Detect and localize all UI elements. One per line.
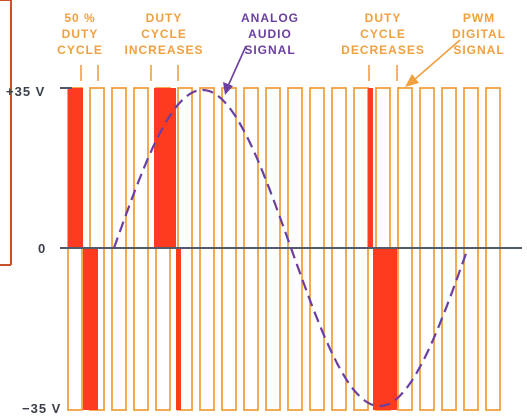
label-line: DUTY bbox=[365, 11, 402, 25]
pulse-negative bbox=[221, 247, 237, 411]
pulse-positive bbox=[309, 87, 325, 249]
pulse-negative bbox=[463, 247, 479, 411]
label-line: DECREASES bbox=[341, 43, 425, 57]
pulse-negative bbox=[441, 247, 457, 411]
label-line: INCREASES bbox=[124, 43, 203, 57]
pwm-pointer-arrowhead bbox=[405, 74, 419, 87]
pulse-negative bbox=[155, 247, 171, 411]
pulse-negative bbox=[67, 247, 83, 411]
pulse-positive bbox=[287, 87, 303, 249]
pulse-highlight bbox=[68, 88, 83, 248]
label-line: SIGNAL bbox=[453, 43, 504, 57]
pulse-positive bbox=[419, 87, 435, 249]
pulse-positive bbox=[441, 87, 457, 249]
pulse-negative bbox=[265, 247, 281, 411]
label-line: 50 % bbox=[64, 11, 95, 25]
pulse-negative bbox=[485, 247, 501, 411]
pulse-negative bbox=[353, 247, 369, 411]
pulse-positive bbox=[331, 87, 347, 249]
analog-pointer-line bbox=[227, 45, 247, 87]
pulse-negative bbox=[397, 247, 413, 411]
label-duty-decreases: DUTY CYCLE DECREASES bbox=[341, 11, 425, 57]
label-line: AUDIO bbox=[248, 27, 292, 41]
label-pwm-digital-signal: PWM DIGITAL SIGNAL bbox=[452, 11, 506, 57]
pulse-positive bbox=[485, 87, 501, 249]
pulse-positive bbox=[133, 87, 149, 249]
pulse-positive bbox=[265, 87, 281, 249]
analog-pointer-arrowhead bbox=[223, 82, 233, 95]
label-bracket-ticks bbox=[80, 65, 398, 81]
pulse-positive bbox=[243, 87, 259, 249]
label-duty-increases: DUTY CYCLE INCREASES bbox=[124, 11, 203, 57]
pulse-positive bbox=[111, 87, 127, 249]
label-line: CYCLE bbox=[141, 27, 187, 41]
label-line: SIGNAL bbox=[244, 43, 295, 57]
pulse-positive bbox=[463, 87, 479, 249]
axis-label-zero: 0 bbox=[38, 241, 46, 256]
pulse-positive bbox=[177, 87, 193, 249]
analog-audio-signal bbox=[112, 88, 470, 408]
label-line: ANALOG bbox=[241, 11, 299, 25]
label-line: CYCLE bbox=[57, 43, 103, 57]
pulse-negative bbox=[419, 247, 435, 411]
pulse-positive bbox=[89, 87, 105, 249]
pulse-positive bbox=[199, 87, 215, 249]
label-line: DUTY bbox=[146, 11, 183, 25]
label-line: CYCLE bbox=[360, 27, 406, 41]
label-analog-audio-signal: ANALOG AUDIO SIGNAL bbox=[241, 11, 299, 57]
pwm-pointer-line bbox=[413, 39, 461, 81]
pulse-negative bbox=[331, 247, 347, 411]
label-line: PWM bbox=[463, 11, 495, 25]
pulse-highlight bbox=[368, 88, 373, 248]
label-line: DIGITAL bbox=[452, 27, 506, 41]
axis-label-plus35: +35 V bbox=[6, 84, 45, 99]
pulse-negative bbox=[199, 247, 215, 411]
pulse-positive bbox=[353, 87, 369, 249]
pulse-highlight bbox=[154, 88, 176, 248]
pulse-highlight bbox=[83, 248, 98, 410]
pulse-highlight bbox=[176, 248, 181, 410]
pulse-positive bbox=[375, 87, 391, 249]
pulse-negative bbox=[133, 247, 149, 411]
pulse-negative bbox=[243, 247, 259, 411]
label-fifty-percent: 50 % DUTY CYCLE bbox=[57, 11, 103, 57]
pulse-highlight bbox=[373, 248, 397, 410]
axis-label-minus35: −35 V bbox=[22, 401, 61, 416]
label-line: DUTY bbox=[62, 27, 99, 41]
pulse-positive bbox=[397, 87, 413, 249]
pulse-negative bbox=[111, 247, 127, 411]
